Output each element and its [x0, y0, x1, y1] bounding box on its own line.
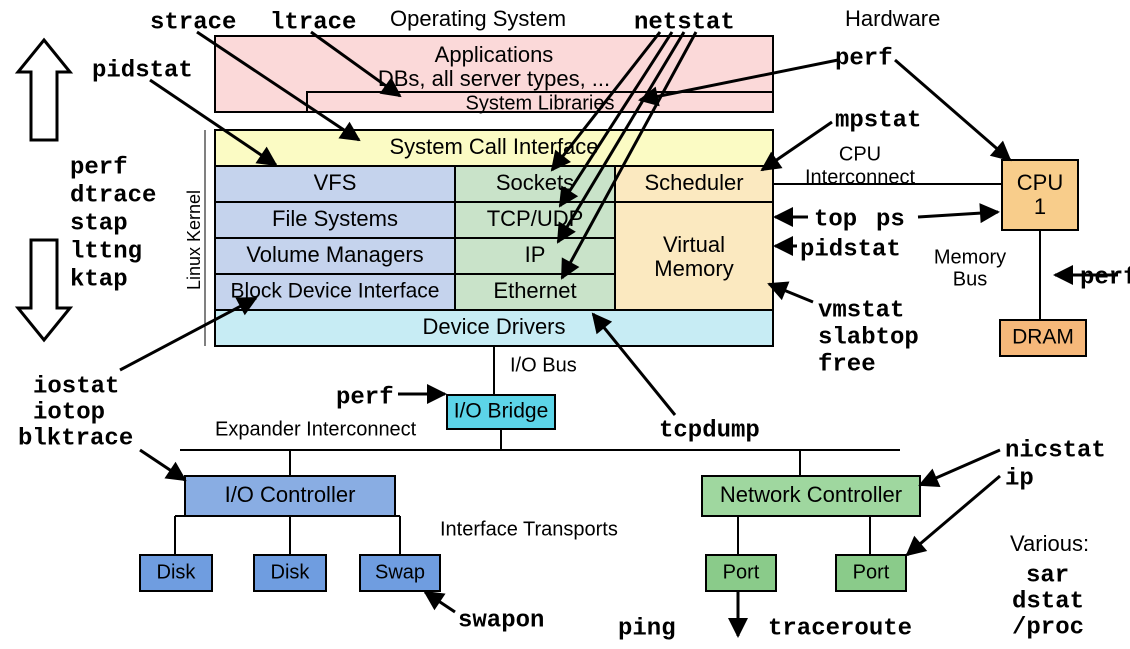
tool-iotop: iotop [33, 399, 105, 426]
tool-dtrace: dtrace [70, 182, 156, 209]
tool-mpstat: mpstat [835, 107, 921, 134]
tool-vmstat: vmstat [818, 297, 904, 324]
iftrans-label: Interface Transports [440, 518, 618, 540]
tool-ping: ping [618, 615, 676, 642]
tool-ps: ps [876, 206, 905, 233]
tool-perf-top: perf [835, 45, 893, 72]
netctrl-label: Network Controller [720, 482, 902, 507]
membus2: Bus [953, 268, 987, 290]
tool-proc: /proc [1012, 614, 1084, 641]
vfs-label: VFS [314, 170, 357, 195]
header-os: Operating System [390, 6, 566, 31]
tool-ktap: ktap [70, 266, 128, 293]
tool-perf-right: perf [1080, 264, 1130, 291]
fs-label: File Systems [272, 206, 398, 231]
tool-nicstat: nicstat [1005, 437, 1106, 464]
syslib-label: System Libraries [466, 92, 615, 114]
up-arrow-shape [18, 40, 70, 140]
tool-slabtop: slabtop [818, 324, 919, 351]
tool-stap: stap [70, 210, 128, 237]
disk2-label: Disk [271, 561, 311, 583]
apps-sub: DBs, all server types, ... [378, 66, 610, 91]
kernel-label: Linux Kernel [184, 190, 204, 290]
disk1-label: Disk [157, 561, 197, 583]
tool-swapon: swapon [458, 607, 544, 634]
tool-perf-left: perf [70, 154, 128, 181]
iobus-label: I/O Bus [510, 354, 577, 376]
cpuic1: CPU [839, 143, 881, 165]
virtmem1: Virtual [663, 232, 725, 257]
virtmem2: Memory [654, 256, 733, 281]
blk-label: Block Device Interface [231, 280, 440, 303]
tool-pidstat: pidstat [92, 57, 193, 84]
cpu-label2: 1 [1034, 194, 1046, 219]
expander-label: Expander Interconnect [215, 418, 417, 440]
tool-strace: strace [150, 9, 236, 36]
tool-iostat: iostat [33, 373, 119, 400]
tool-ip: ip [1005, 465, 1034, 492]
vol-label: Volume Managers [246, 242, 423, 267]
ioctrl-label: I/O Controller [225, 482, 356, 507]
os-stack: Applications DBs, all server types, ... … [215, 36, 773, 346]
iobridge-label: I/O Bridge [454, 400, 549, 423]
tcp-label: TCP/UDP [487, 206, 584, 231]
tool-free: free [818, 351, 876, 378]
tool-blktrace: blktrace [18, 425, 133, 452]
syscall-label: System Call Interface [389, 134, 598, 159]
tool-sar: sar [1026, 562, 1069, 589]
eth-label: Ethernet [493, 278, 576, 303]
down-arrow-shape [18, 240, 70, 340]
tool-top: top [814, 206, 857, 233]
sockets-label: Sockets [496, 170, 574, 195]
port2-label: Port [853, 561, 890, 583]
ip-label: IP [525, 242, 546, 267]
tool-traceroute: traceroute [768, 615, 912, 642]
swap-label: Swap [375, 561, 425, 583]
tool-lttng: lttng [70, 238, 142, 265]
cpu-label1: CPU [1017, 170, 1063, 195]
tool-pidstat2: pidstat [800, 236, 901, 263]
various-label: Various: [1010, 531, 1089, 556]
dram-label: DRAM [1012, 326, 1074, 349]
apps-title: Applications [435, 42, 554, 67]
tool-tcpdump: tcpdump [659, 417, 760, 444]
membus1: Memory [934, 246, 1006, 268]
header-hw: Hardware [845, 6, 940, 31]
drivers-label: Device Drivers [422, 314, 565, 339]
tool-perf-iobus: perf [336, 384, 394, 411]
sched-label: Scheduler [644, 170, 743, 195]
port1-label: Port [723, 561, 760, 583]
tool-dstat: dstat [1012, 588, 1084, 615]
